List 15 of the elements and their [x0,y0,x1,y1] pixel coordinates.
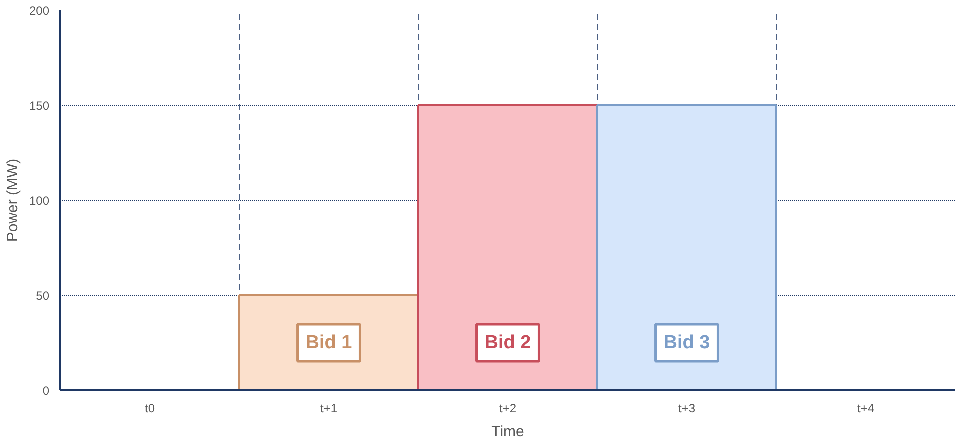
annotation: Bid 1 [306,332,353,354]
x-tick-label: t0 [144,402,156,416]
y-tick-label: 50 [36,289,50,303]
y-tick-label: 150 [29,99,50,113]
x-tick-label: t+2 [499,402,517,416]
y-tick-label: 100 [29,194,50,208]
x-tick-label: t+3 [678,402,696,416]
annotation: Bid 2 [484,332,532,354]
x-tick-label: t+1 [320,402,338,416]
y-tick-label: 0 [42,384,50,398]
y-axis-title: Power (MW) [4,158,22,242]
x-tick-label: t+4 [857,402,875,416]
x-axis-title: Time [492,424,524,440]
annotation: Bid 3 [664,332,710,354]
y-tick-label: 200 [29,4,50,18]
